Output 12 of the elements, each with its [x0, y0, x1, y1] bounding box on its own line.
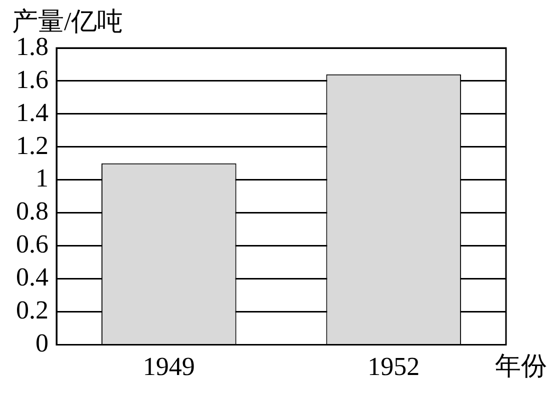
y-tick-label: 0.6 — [16, 230, 48, 259]
y-tick-label: 1.6 — [16, 64, 48, 94]
y-tick-label: 1.2 — [16, 130, 48, 160]
x-axis-title: 年份 — [495, 352, 547, 381]
y-tick-label: 0 — [36, 328, 48, 358]
x-tick-label: 1949 — [142, 352, 195, 382]
y-tick-label: 0.8 — [16, 196, 48, 226]
x-tick-label: 1952 — [368, 352, 420, 382]
y-tick-label: 0.4 — [16, 262, 48, 292]
y-tick-label: 1.4 — [16, 98, 48, 127]
y-tick-label: 1 — [36, 164, 48, 193]
y-tick-label: 0.2 — [16, 296, 48, 325]
